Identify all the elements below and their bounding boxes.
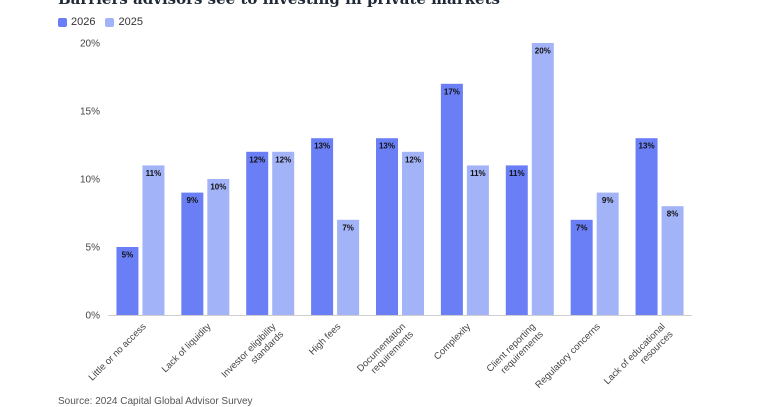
source-note: Source: 2024 Capital Global Advisor Surv…: [58, 396, 253, 407]
bar-2025: [337, 219, 360, 315]
data-label-2025: 7%: [342, 223, 354, 232]
bar-2026: [311, 138, 334, 315]
data-label-2026: 17%: [444, 87, 460, 96]
bar-2026: [376, 138, 398, 315]
bar-2025: [207, 179, 230, 315]
data-label-2025: 11%: [146, 169, 162, 178]
bar-2025: [402, 151, 424, 315]
data-label-2026: 12%: [249, 155, 265, 164]
data-label-2026: 11%: [509, 169, 525, 178]
legend-swatch-2025: [105, 17, 115, 27]
bar-2025: [596, 192, 619, 315]
bar-2026: [570, 219, 593, 315]
x-tick-label: Little or no access: [87, 321, 149, 383]
x-tick-label: Documentationrequirements: [355, 321, 416, 382]
legend-item-2025: 2025: [105, 16, 143, 28]
y-tick-label: 15%: [80, 107, 100, 118]
bar-2026: [635, 138, 658, 315]
data-label-2026: 13%: [314, 142, 330, 151]
bar-2025: [142, 165, 165, 315]
legend-item-2026: 2026: [58, 16, 95, 28]
x-tick-label: High fees: [307, 321, 343, 357]
legend-swatch-2026: [58, 17, 67, 27]
data-label-2025: 10%: [210, 183, 226, 192]
x-tick-label: Lack of liquidity: [160, 321, 214, 375]
data-label-2026: 5%: [122, 251, 134, 260]
data-label-2026: 13%: [639, 142, 655, 151]
x-tick-label: Regulatory concerns: [533, 321, 603, 391]
chart-title: Barriers advisors see to investing in pr…: [58, 0, 500, 8]
y-tick-label: 20%: [80, 39, 100, 50]
data-label-2026: 9%: [187, 196, 199, 205]
legend: 2026 2025: [58, 16, 153, 28]
x-tick-label: Lack of educationalresources: [602, 321, 676, 395]
bar-2026: [505, 165, 528, 315]
data-label-2026: 7%: [576, 223, 588, 232]
data-label-2025: 20%: [535, 47, 551, 56]
legend-label-2026: 2026: [71, 16, 96, 28]
x-tick-label: Complexity: [432, 321, 473, 362]
bar-2025: [272, 151, 295, 315]
bar-2026: [116, 247, 139, 315]
legend-label-2025: 2025: [118, 16, 143, 28]
data-label-2025: 8%: [667, 210, 679, 219]
data-label-2026: 13%: [379, 142, 395, 151]
data-label-2025: 12%: [405, 155, 421, 164]
bar-2026: [246, 151, 269, 315]
bar-2025: [466, 165, 489, 315]
bar-2025: [661, 206, 684, 315]
y-tick-label: 10%: [80, 175, 100, 186]
data-label-2025: 11%: [470, 169, 486, 178]
x-tick-label: Client reportingrequirements: [485, 321, 546, 382]
data-label-2025: 12%: [275, 155, 291, 164]
y-tick-label: 5%: [86, 243, 101, 254]
bar-2026: [181, 192, 204, 315]
data-label-2025: 9%: [602, 196, 614, 205]
bar-2026: [440, 83, 463, 315]
y-tick-label: 0%: [86, 311, 101, 322]
bar-2025: [531, 43, 554, 315]
x-tick-label: Investor eligibilitystandards: [219, 321, 286, 388]
